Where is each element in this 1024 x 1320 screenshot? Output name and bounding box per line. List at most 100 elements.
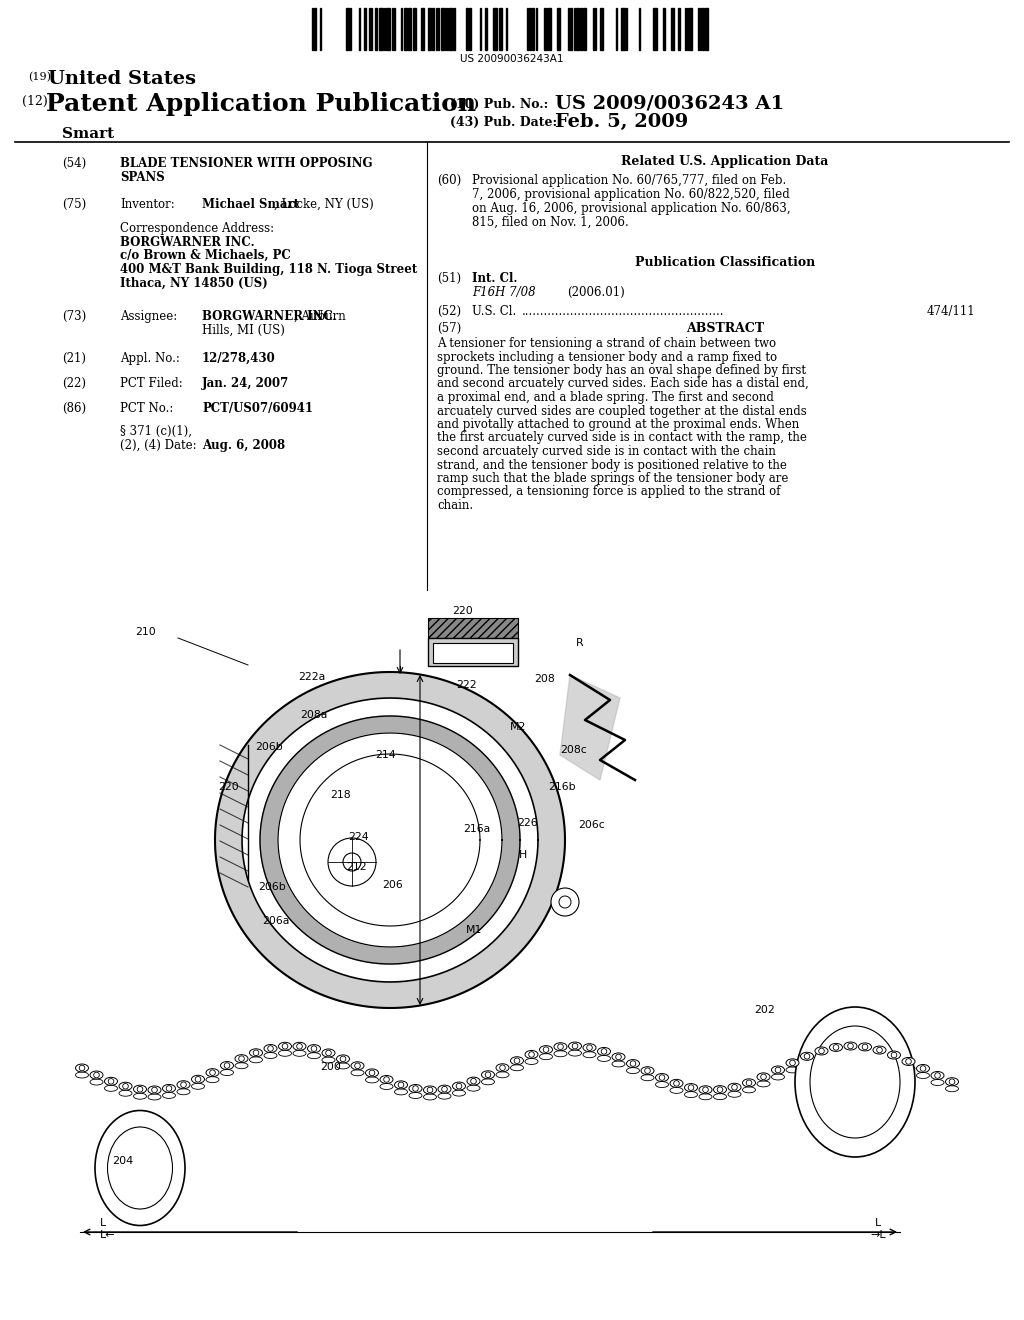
Bar: [678, 8, 680, 50]
Text: 12/278,430: 12/278,430: [202, 352, 275, 366]
Ellipse shape: [916, 1064, 930, 1072]
Ellipse shape: [191, 1084, 205, 1089]
Ellipse shape: [612, 1053, 625, 1061]
Circle shape: [253, 1049, 259, 1056]
Ellipse shape: [148, 1094, 161, 1100]
Ellipse shape: [307, 1052, 321, 1059]
Text: 214: 214: [375, 750, 395, 760]
Bar: [432, 8, 434, 50]
Bar: [557, 8, 560, 50]
Ellipse shape: [801, 1052, 813, 1060]
Bar: [600, 8, 603, 50]
Circle shape: [354, 1063, 360, 1069]
Text: 7, 2006, provisional application No. 60/822,520, filed: 7, 2006, provisional application No. 60/…: [472, 187, 790, 201]
Text: Hills, MI (US): Hills, MI (US): [202, 323, 285, 337]
Text: 216a: 216a: [463, 824, 490, 834]
Ellipse shape: [337, 1063, 349, 1069]
Ellipse shape: [829, 1052, 843, 1057]
Ellipse shape: [540, 1053, 553, 1060]
Text: (51): (51): [437, 272, 461, 285]
Circle shape: [587, 1045, 592, 1051]
Text: US 20090036243A1: US 20090036243A1: [460, 54, 564, 63]
Ellipse shape: [90, 1071, 103, 1078]
Ellipse shape: [670, 1088, 683, 1093]
Text: 216b: 216b: [548, 781, 575, 792]
Ellipse shape: [597, 1056, 610, 1061]
Circle shape: [79, 1065, 85, 1071]
Text: 400 M&T Bank Building, 118 N. Tioga Street: 400 M&T Bank Building, 118 N. Tioga Stre…: [120, 263, 417, 276]
Circle shape: [862, 1044, 867, 1049]
Text: SPANS: SPANS: [120, 172, 165, 183]
Bar: [570, 8, 572, 50]
Ellipse shape: [815, 1047, 828, 1055]
Circle shape: [877, 1047, 883, 1053]
Bar: [346, 8, 349, 50]
Ellipse shape: [394, 1089, 408, 1094]
Text: (19): (19): [28, 73, 51, 82]
Bar: [314, 8, 316, 50]
Text: Feb. 5, 2009: Feb. 5, 2009: [555, 114, 688, 131]
Text: 212: 212: [346, 862, 367, 873]
Text: 220: 220: [218, 781, 239, 792]
Circle shape: [210, 1069, 215, 1076]
Text: Assignee:: Assignee:: [120, 310, 177, 323]
Circle shape: [123, 1084, 128, 1089]
Circle shape: [196, 1077, 201, 1082]
Ellipse shape: [380, 1084, 393, 1089]
Circle shape: [413, 1086, 418, 1092]
Polygon shape: [260, 715, 520, 964]
Bar: [689, 8, 692, 50]
Text: BORGWARNER INC.: BORGWARNER INC.: [202, 310, 337, 323]
Polygon shape: [242, 698, 538, 982]
Text: Inventor:: Inventor:: [120, 198, 175, 211]
Text: 208a: 208a: [300, 710, 328, 719]
Ellipse shape: [568, 1049, 582, 1056]
Circle shape: [949, 1078, 954, 1085]
Circle shape: [94, 1072, 99, 1078]
Text: M2: M2: [510, 722, 526, 733]
Ellipse shape: [104, 1085, 118, 1092]
Ellipse shape: [916, 1072, 930, 1078]
Ellipse shape: [815, 1055, 828, 1061]
Ellipse shape: [163, 1085, 175, 1093]
Text: Aug. 6, 2008: Aug. 6, 2008: [202, 440, 285, 451]
Bar: [702, 8, 705, 50]
Ellipse shape: [540, 1045, 553, 1053]
Text: ground. The tensioner body has an oval shape defined by first: ground. The tensioner body has an oval s…: [437, 364, 806, 378]
Polygon shape: [278, 733, 502, 946]
Text: (73): (73): [62, 310, 86, 323]
Bar: [583, 8, 586, 50]
Ellipse shape: [322, 1057, 335, 1063]
Ellipse shape: [771, 1074, 784, 1080]
Circle shape: [645, 1068, 650, 1073]
Text: Michael Smart: Michael Smart: [202, 198, 299, 211]
Bar: [580, 8, 582, 50]
Circle shape: [485, 1072, 490, 1077]
Circle shape: [615, 1055, 622, 1060]
Ellipse shape: [801, 1060, 813, 1067]
Circle shape: [551, 888, 579, 916]
Circle shape: [441, 1086, 447, 1092]
Ellipse shape: [786, 1059, 799, 1067]
Text: (52): (52): [437, 305, 461, 318]
Ellipse shape: [511, 1057, 523, 1065]
Ellipse shape: [95, 1110, 185, 1225]
Ellipse shape: [786, 1067, 799, 1073]
Text: Ithaca, NY 14850 (US): Ithaca, NY 14850 (US): [120, 277, 267, 290]
Polygon shape: [215, 672, 565, 1008]
Ellipse shape: [108, 1127, 172, 1209]
Ellipse shape: [351, 1061, 364, 1069]
Text: , Locke, NY (US): , Locke, NY (US): [274, 198, 374, 211]
Text: (2006.01): (2006.01): [567, 286, 625, 300]
Ellipse shape: [264, 1044, 278, 1052]
Ellipse shape: [757, 1081, 770, 1086]
Text: compressed, a tensioning force is applied to the strand of: compressed, a tensioning force is applie…: [437, 486, 780, 499]
Text: the first arcuately curved side is in contact with the ramp, the: the first arcuately curved side is in co…: [437, 432, 807, 445]
Ellipse shape: [902, 1057, 915, 1065]
Ellipse shape: [583, 1044, 596, 1052]
Text: 815, filed on Nov. 1, 2006.: 815, filed on Nov. 1, 2006.: [472, 216, 629, 228]
Text: PCT Filed:: PCT Filed:: [120, 378, 182, 389]
Polygon shape: [560, 675, 620, 780]
Text: c/o Brown & Michaels, PC: c/o Brown & Michaels, PC: [120, 249, 291, 261]
Ellipse shape: [728, 1084, 741, 1092]
